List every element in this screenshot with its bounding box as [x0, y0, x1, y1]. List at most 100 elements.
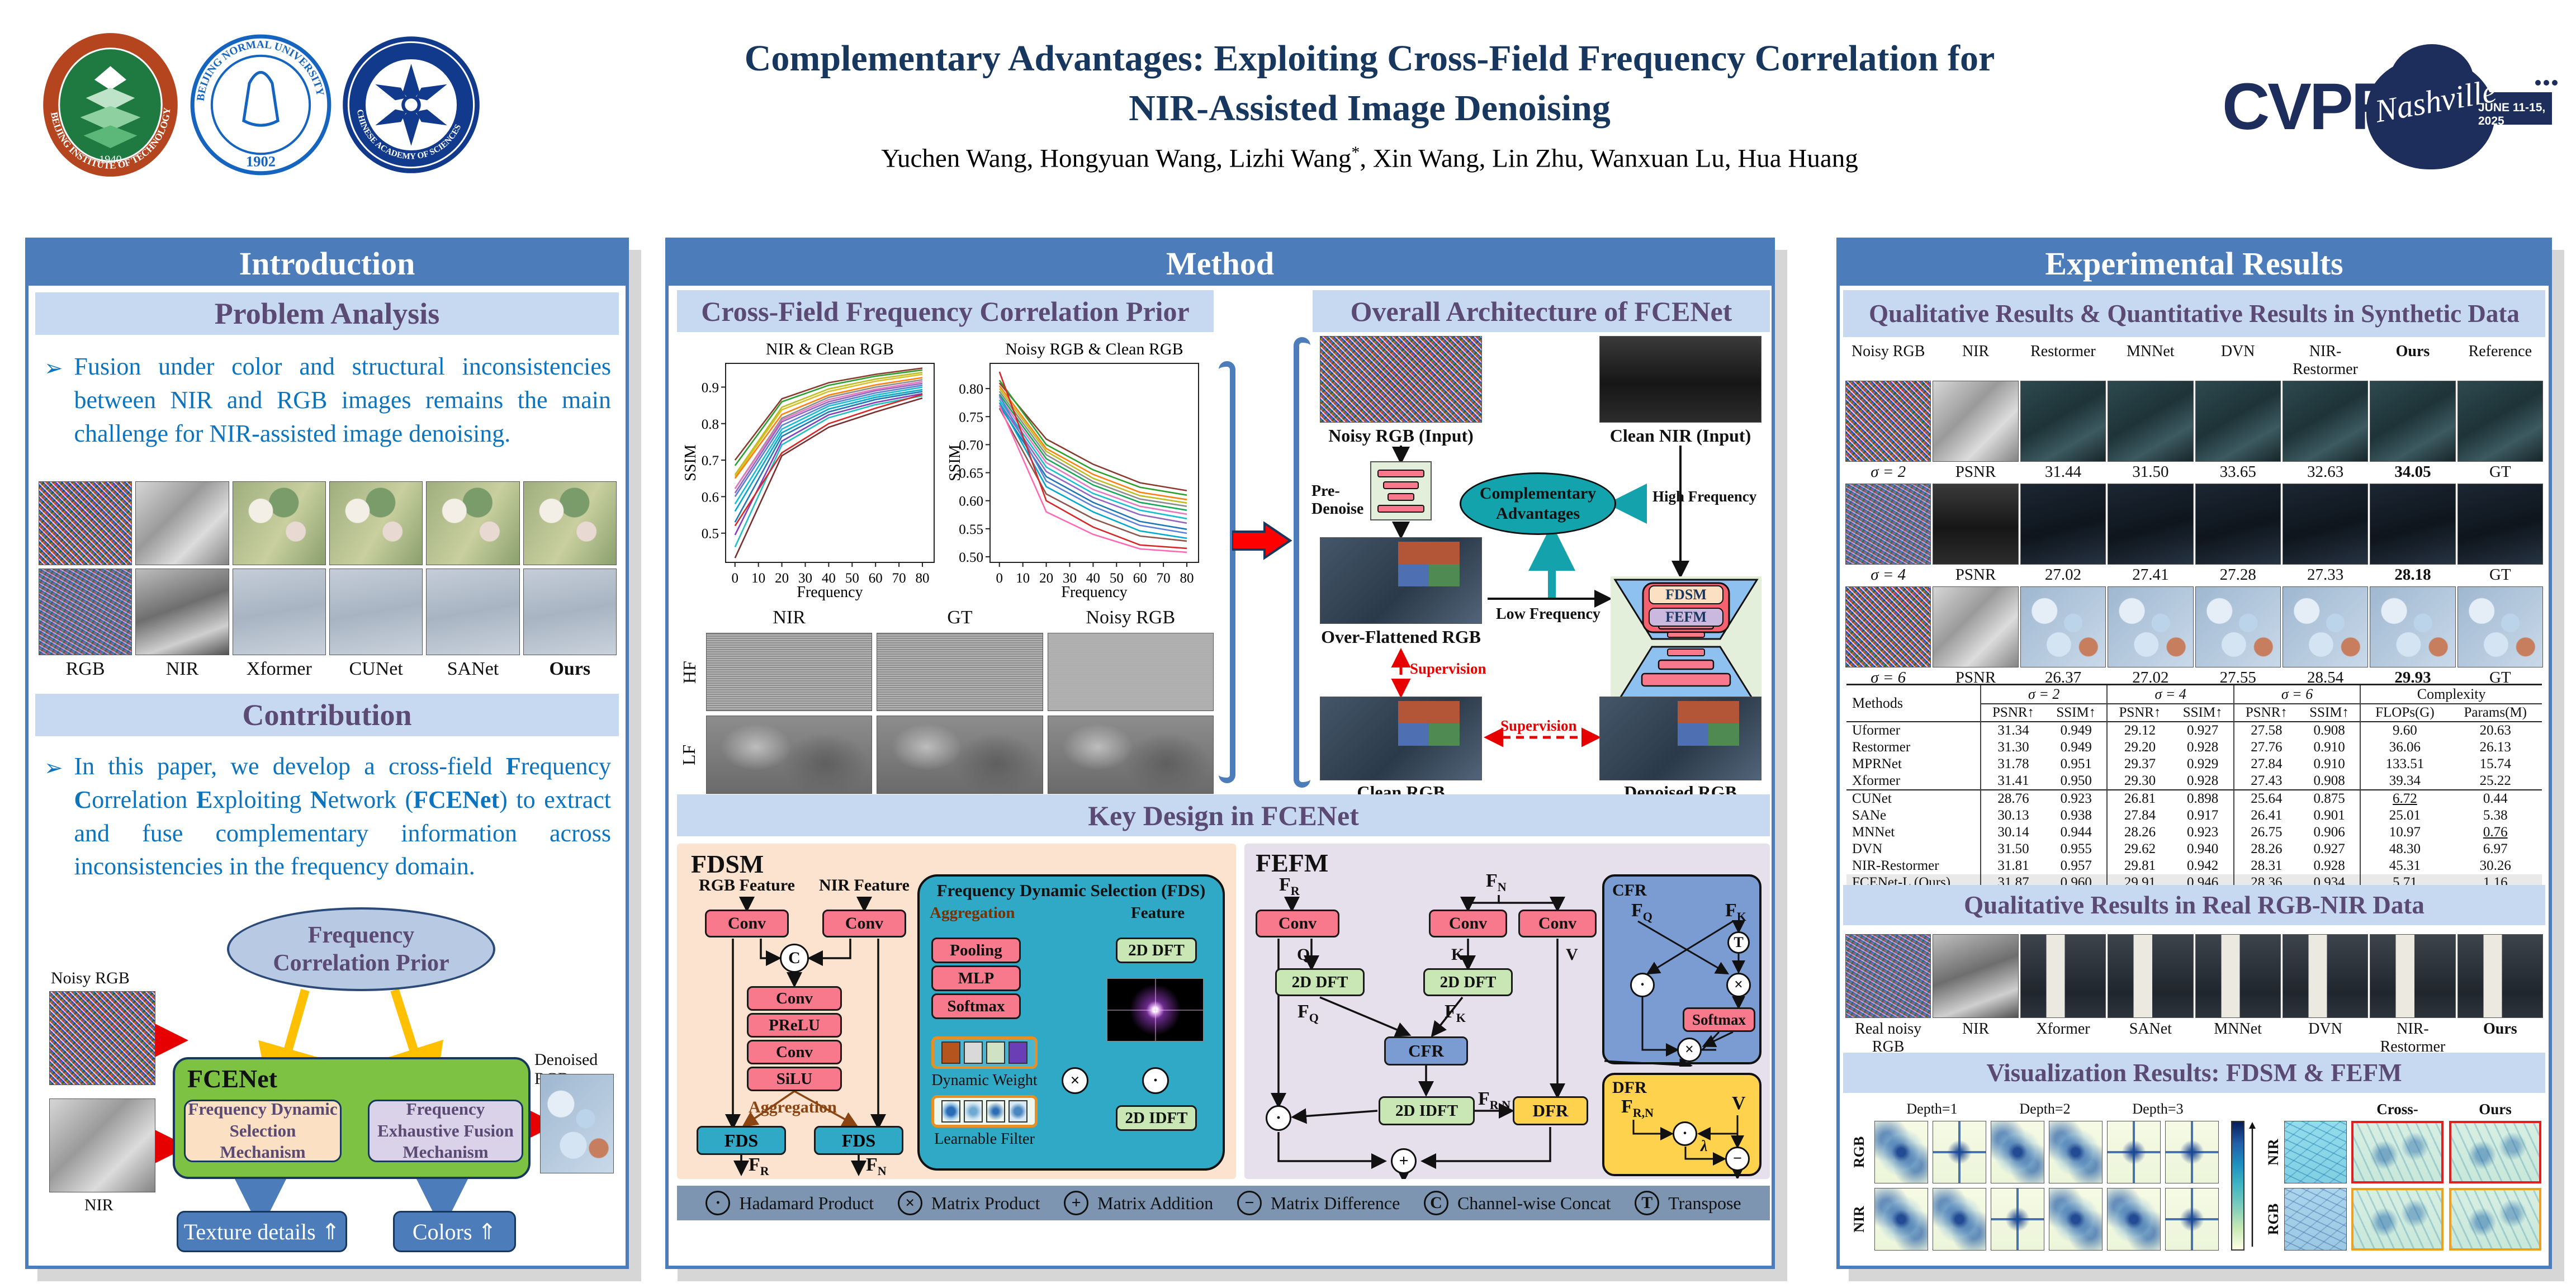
fds-softmax: Softmax [931, 993, 1021, 1019]
v-label: V [1566, 945, 1578, 964]
dfr-detail-box: DFR FR,N V · λ − [1602, 1073, 1761, 1178]
prior-to-arch-arrow [1232, 521, 1292, 560]
strip-label-nir: NIR [165, 659, 199, 679]
fefm-panel: FEFM FR FN Conv Conv Conv Q K V 2D DFT 2… [1244, 844, 1770, 1179]
syn-r1-noisy [1845, 381, 1931, 462]
contribution-text: In this paper, we develop a cross-field … [74, 752, 611, 880]
syn-col-2: Restormer [2030, 343, 2096, 360]
strip-label-ours: Ours [549, 659, 591, 679]
real-sanet-img [2108, 934, 2194, 1018]
hm-rgb-d2b [2049, 1121, 2103, 1183]
intro-comparison-strip: RGB NIR Xformer CUNet SANet Ours [39, 481, 617, 680]
real-subheader: Qualitative Results in Real RGB-NIR Data [1843, 885, 2545, 925]
legend-add: + Matrix Addition [1064, 1191, 1213, 1215]
real-nir-img [1933, 934, 2019, 1018]
arch-clean-nir-img [1599, 336, 1761, 423]
authors-line: Yuchen Wang, Hongyuan Wang, Lizhi Wang*,… [881, 143, 1858, 173]
frequency-decomposition-grid: NIR GT Noisy RGB HF LF [677, 607, 1214, 794]
syn-r3-ours [2370, 586, 2456, 667]
methods-header: Methods [1846, 684, 1981, 722]
architecture-arrows [1391, 446, 1695, 747]
syn-col-4: DVN [2220, 343, 2255, 360]
cfr-detail-title: CFR [1612, 881, 1647, 899]
syn-col-7: Reference [2468, 343, 2532, 360]
fds-2d-dft: 2D DFT [1116, 937, 1197, 963]
syn-r2-restormer [2020, 484, 2106, 565]
svg-text:SSIM: SSIM [946, 444, 964, 481]
hm-nir-d1b [1933, 1188, 1986, 1251]
syn-col-5: NIR-Restormer [2293, 343, 2358, 378]
fdsm-mechanism-box: Frequency Dynamic Selection Mechanism [184, 1099, 342, 1162]
svg-text:0.65: 0.65 [959, 466, 983, 481]
learnable-filter-label: Learnable Filter [934, 1130, 1035, 1148]
syn-col-3: MNNet [2127, 343, 2175, 360]
fefm-FN-label: FN [1486, 870, 1507, 894]
dfr-hadamard-op: · [1673, 1121, 1697, 1146]
svg-text:80: 80 [1180, 571, 1194, 586]
nir-thumb [49, 1098, 155, 1192]
table-row: SANe 30.13 0.938 27.84 0.917 26.41 0.901 25.01 5… [1846, 807, 2542, 824]
hm-rgb-d3a [2107, 1121, 2161, 1183]
ssim-chart-nir-clean: NIR & Clean RGB 0.5 0.6 0.7 0.8 0.9 0 10 20 30 40 5… [681, 339, 941, 602]
syn-col-1: NIR [1962, 343, 1990, 360]
svg-text:30: 30 [1063, 571, 1077, 586]
fefm-hadamard-op: · [1266, 1105, 1291, 1131]
bullet-marker-2: ➢ [44, 755, 63, 780]
syn-r2-nir [1933, 484, 2019, 565]
syn-r1-nir [1933, 381, 2019, 462]
fdsm-stack-silu: SiLU [747, 1067, 842, 1091]
prior-group-bracket [1219, 361, 1235, 783]
fds-matmul-op: × [1062, 1067, 1088, 1094]
fdsm-stack-prelu: PReLU [747, 1013, 842, 1038]
legend-matmul: × Matrix Product [897, 1191, 1040, 1215]
svg-text:Frequency: Frequency [1061, 584, 1127, 601]
cfr-FK: FK [1725, 900, 1746, 924]
hadamard-icon: · [705, 1191, 731, 1215]
syn-r2-ref [2457, 484, 2543, 565]
hf-noisy-img [1047, 633, 1214, 711]
diff-icon: − [1237, 1191, 1262, 1215]
real-ours-img [2457, 934, 2543, 1018]
svg-text:20: 20 [775, 571, 789, 586]
lf-gt-img [877, 716, 1043, 794]
dynamic-weight-label: Dynamic Weight [931, 1072, 1038, 1089]
arch-fefm-pill: FEFM [1649, 608, 1723, 627]
svg-text:NIR & Clean RGB: NIR & Clean RGB [766, 340, 894, 358]
fcenet-overview-diagram: Frequency Correlation Prior Noisy RGB NIR… [37, 906, 617, 1258]
bnu-logo: BEIJING NORMAL UNIVERSITY 1902 [190, 34, 332, 176]
cfr-hadamard-op: · [1630, 973, 1655, 997]
table-row: MNNet 30.14 0.944 28.26 0.923 26.75 0.906 10.97… [1846, 824, 2542, 841]
fcenet-box: FCENet Frequency Dynamic Selection Mecha… [173, 1057, 531, 1179]
fdsm-conv-rgb: Conv [705, 910, 789, 937]
att-cross-rgb [2351, 1188, 2444, 1251]
svg-text:SSIM: SSIM [682, 444, 699, 481]
fefm-cfr-box: CFR [1384, 1036, 1468, 1066]
fdsm-stack-conv2: Conv [747, 1040, 842, 1064]
cfr-matmul-op-1: × [1726, 973, 1751, 997]
strip-img-sanet-2 [426, 569, 520, 655]
fdsm-conv-nir: Conv [822, 910, 906, 937]
real-dvn-img [2282, 934, 2369, 1018]
poster-title-line2: NIR-Assisted Image Denoising [1129, 88, 1611, 129]
syn-r3-dvn [2195, 586, 2281, 667]
svg-text:60: 60 [869, 571, 883, 586]
syn-r1-mnnet [2108, 381, 2194, 462]
fefm-FRN-label: FR,N [1478, 1088, 1511, 1112]
svg-text:0.50: 0.50 [959, 550, 983, 565]
guitar-neck [2476, 92, 2552, 125]
dfr-V: V [1732, 1093, 1746, 1114]
fds-detail-title: Frequency Dynamic Selection (FDS) [936, 880, 1206, 900]
cfr-softmax: Softmax [1683, 1007, 1755, 1032]
syn-r2-ref-label: GT [2489, 566, 2511, 584]
architecture-diagram: Noisy RGB (Input) Clean NIR (Input) Pre-… [1311, 336, 1770, 823]
real-nirrestormer-img [2370, 934, 2456, 1018]
k-label: K [1451, 945, 1465, 964]
syn-r1-nirrestormer [2282, 381, 2369, 462]
strip-label-cunet: CUNet [349, 659, 403, 679]
freq-col-gt: GT [947, 607, 973, 628]
table-row: DVN 31.50 0.955 29.62 0.940 28.26 0.927 48.30 6.… [1846, 841, 2542, 858]
concat-icon: C [1423, 1191, 1448, 1215]
denoised-rgb-thumb [540, 1074, 614, 1173]
svg-text:0: 0 [996, 571, 1003, 586]
svg-text:70: 70 [1157, 571, 1171, 586]
